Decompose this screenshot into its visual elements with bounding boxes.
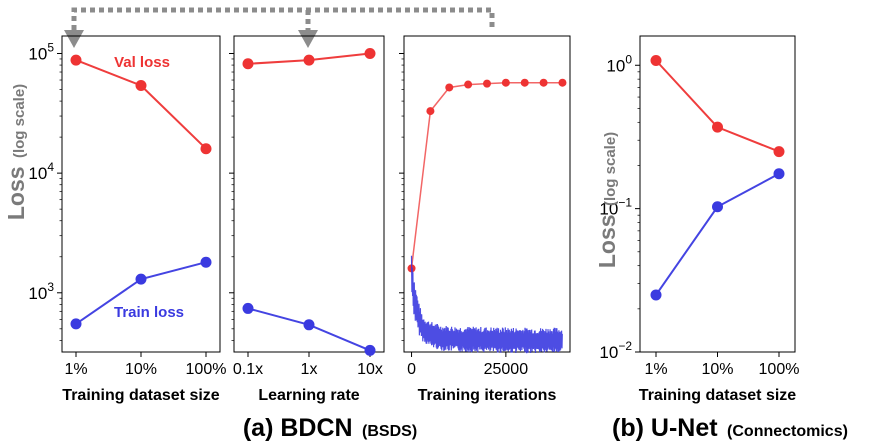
- val-loss-point: [242, 58, 254, 70]
- x-tick-label: 0.1x: [233, 361, 263, 378]
- y-tick-label: 105: [28, 40, 54, 63]
- x-axis-title: Training dataset size: [639, 387, 796, 404]
- x-tick-label: 10%: [125, 361, 157, 378]
- val-loss-point: [70, 54, 82, 66]
- train-loss-point: [303, 319, 315, 331]
- val-loss-point: [135, 80, 147, 92]
- train-loss-point: [135, 273, 147, 285]
- caption-b: (b) U-Net (Connectomics): [612, 414, 848, 442]
- y-tick-label: 104: [28, 160, 54, 183]
- val-loss-point: [650, 54, 662, 66]
- val-loss-point: [426, 107, 435, 116]
- x-tick-label: 1x: [301, 361, 318, 378]
- axes-frame: [403, 35, 571, 353]
- y-axis-title-b-sub: (log scale): [602, 132, 619, 206]
- val-loss-line: [655, 59, 780, 153]
- y-tick-exp: −1: [618, 196, 632, 210]
- val-loss-point: [712, 121, 723, 133]
- caption-a: (a) BDCN (BSDS): [243, 414, 417, 442]
- y-axis-title-b: Loss (log scale): [594, 132, 620, 268]
- y-axis-title-a: Loss (log scale): [3, 84, 29, 220]
- x-tick-label: 0: [407, 361, 416, 378]
- y-tick-label: 10−2: [599, 339, 632, 362]
- val-loss-point: [773, 146, 785, 158]
- y-tick-exp: −2: [618, 339, 632, 353]
- x-tick-label: 1%: [644, 361, 667, 378]
- x-tick-label: 10%: [701, 361, 733, 378]
- x-axis-title: Training dataset size: [62, 387, 219, 404]
- x-tick-label: 25000: [484, 361, 529, 378]
- val-loss-point: [520, 78, 529, 87]
- axes-frame: [639, 35, 796, 353]
- train-loss-point: [242, 302, 254, 314]
- x-tick-label: 100%: [186, 361, 227, 378]
- axes-frame: [233, 35, 385, 353]
- x-axis-title: Training iterations: [418, 387, 557, 404]
- y-tick-label: 100: [606, 52, 632, 75]
- train-loss-point: [70, 318, 82, 330]
- val-loss-point: [558, 78, 567, 87]
- connector-arrows: [71, 7, 495, 30]
- y-tick-base: 10: [28, 44, 47, 63]
- y-tick-base: 10: [606, 56, 625, 75]
- val-loss-point: [303, 54, 315, 66]
- y-axis-title-a-sub: (log scale): [11, 84, 28, 158]
- y-tick-base: 10: [599, 343, 618, 362]
- val-loss-point: [483, 79, 491, 88]
- caption-b-sub: (Connectomics): [727, 423, 848, 440]
- train-loss-point: [200, 256, 212, 268]
- train-loss-point: [364, 344, 376, 356]
- arrow-head-dataset: [64, 30, 84, 48]
- y-tick-exp: 4: [47, 160, 54, 174]
- caption-b-main: (b) U-Net: [612, 414, 718, 442]
- val-loss-line: [75, 59, 207, 150]
- y-axis-title-a-main: Loss: [3, 166, 29, 220]
- y-tick-base: 10: [28, 284, 47, 303]
- train-loss-point: [650, 289, 662, 301]
- train-loss-point: [773, 168, 785, 180]
- y-tick-exp: 0: [625, 52, 632, 66]
- val-loss-point: [501, 78, 510, 87]
- train-loss-point: [712, 201, 723, 213]
- x-tick-label: 1%: [64, 361, 87, 378]
- y-axis-title-b-main: Loss: [594, 214, 620, 268]
- y-tick-exp: 5: [47, 40, 54, 54]
- x-axis-title: Learning rate: [258, 387, 359, 404]
- caption-a-sub: (BSDS): [362, 423, 417, 440]
- panel-training-iterations: 0 25000 Training iterations: [399, 35, 571, 404]
- y-tick-label: 103: [28, 280, 54, 303]
- val-loss-point: [200, 143, 212, 155]
- y-tick-label: 10−1: [599, 196, 632, 219]
- caption-a-main: (a) BDCN: [243, 414, 353, 442]
- val-loss-point: [445, 83, 454, 92]
- val-loss-point: [364, 47, 376, 59]
- val-loss-annotation: Val loss: [114, 54, 170, 71]
- panel-learning-rate: 0.1x 1x 10x Learning rate: [229, 35, 385, 404]
- y-tick-exp: 3: [47, 280, 54, 294]
- y-tick-base: 10: [599, 200, 618, 219]
- y-tick-base: 10: [28, 164, 47, 183]
- x-tick-label: 100%: [759, 361, 800, 378]
- train-loss-line: [655, 172, 780, 296]
- connector-line: [71, 7, 495, 30]
- arrow-head-lr: [298, 30, 318, 48]
- x-tick-label: 10x: [357, 361, 383, 378]
- val-loss-point: [464, 80, 473, 89]
- train-loss-annotation: Train loss: [114, 304, 184, 321]
- train-loss-line: [410, 255, 563, 354]
- val-loss-point: [539, 78, 548, 87]
